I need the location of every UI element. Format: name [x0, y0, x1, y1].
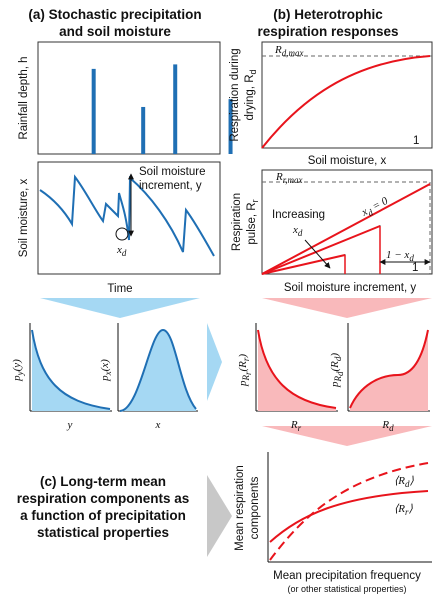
moisture-increment-label-line2: increment, y — [139, 180, 202, 192]
drying-ylabel-line1: Respiration during — [229, 48, 241, 141]
time-label: Time — [107, 283, 132, 295]
blue-chevron-down — [40, 298, 200, 318]
px-fill — [120, 330, 196, 411]
panel-a-title-line2: and soil moisture — [59, 24, 171, 39]
mean-rr-label: ⟨Rr⟩ — [394, 503, 414, 517]
rainfall-bar — [141, 106, 146, 154]
prr-curve — [257, 329, 337, 409]
gray-chevron-right — [207, 475, 232, 557]
increasing-arrow — [304, 239, 331, 269]
rdmax-label: Rd,max — [274, 44, 303, 58]
prr-x-label: Rr — [290, 419, 302, 433]
xd-label: xd — [116, 244, 127, 258]
prd-label: pRd(Rd) — [329, 353, 345, 388]
rainfall-bar — [91, 68, 96, 154]
panel-c-title-line4: statistical properties — [37, 525, 169, 540]
px-curve — [119, 328, 197, 412]
pulse-line-xd-mid — [261, 225, 381, 275]
pulse-xlabel: Soil moisture increment, y — [284, 282, 417, 294]
soil-moisture-trace — [39, 174, 215, 257]
pulse-line-xd0 — [261, 183, 431, 275]
px-x-label: x — [155, 419, 161, 431]
prd-curve — [349, 329, 429, 409]
py-fill — [32, 330, 110, 411]
drying-plot-frame — [261, 41, 433, 149]
red-chevron-down — [262, 298, 432, 318]
py-x-label: y — [67, 419, 73, 431]
moisture-increment-label-line1: Soil moisture — [139, 166, 205, 178]
py-label: py(y) — [11, 359, 25, 382]
red-chevron-down-2 — [262, 426, 432, 446]
panel-c-title-line2: respiration components as — [17, 491, 190, 506]
prd-x-label: Rd — [381, 419, 394, 433]
rainfall-bar — [228, 99, 233, 154]
increasing-label-line2: xd — [292, 224, 303, 238]
drying-one-label: 1 — [413, 135, 419, 147]
panel-c-xlabel: Mean precipitation frequency — [273, 570, 421, 582]
blue-chevron-right — [207, 323, 222, 401]
panel-c-ylabel-line1: Mean respiration — [234, 465, 246, 551]
drying-xlabel: Soil moisture, x — [308, 155, 387, 167]
xd-marker-circle — [115, 227, 129, 241]
increasing-label-line1: Increasing — [272, 209, 325, 221]
panel-c-ylabel-line2: components — [249, 476, 261, 539]
soil-moisture-ylabel: Soil moisture, x — [18, 178, 30, 257]
one-minus-xd-label: 1 − xd — [386, 249, 414, 263]
panel-a-title-line1: (a) Stochastic precipitation — [28, 7, 201, 22]
rainfall-bars — [91, 64, 233, 154]
py-curve — [31, 329, 111, 410]
rrmax-label: Rr,max — [275, 171, 302, 185]
mean-rd-curve — [269, 462, 429, 561]
panel-c-title-line1: (c) Long-term mean — [40, 474, 166, 489]
prr-fill — [258, 330, 336, 411]
panel-c-xlabel-note: (or other statistical properties) — [287, 584, 406, 594]
pulse-ylabel-line2: pulse, Rr — [246, 199, 260, 244]
pulse-ylabel-line1: Respiration — [231, 193, 243, 251]
pulse-line-xd-high — [261, 254, 346, 275]
rainfall-plot-frame — [37, 41, 221, 155]
rainfall-ylabel: Rainfall depth, h — [18, 56, 30, 139]
mean-rd-label: ⟨Rd⟩ — [394, 475, 415, 489]
panel-b-title-line1: (b) Heterotrophic — [273, 7, 383, 22]
soil-moisture-plot-frame — [37, 161, 221, 275]
drying-ylabel-line2: drying, Rd — [244, 69, 258, 120]
pulse-one-label: 1 — [412, 262, 418, 274]
px-label: px(x) — [99, 359, 113, 382]
drying-curve — [261, 55, 431, 149]
mean-rr-curve — [269, 490, 429, 543]
prr-label: pRr(Rr) — [237, 354, 253, 387]
panel-c-title-line3: a function of precipitation — [20, 508, 186, 523]
rainfall-bar — [173, 64, 178, 154]
prd-fill — [350, 330, 428, 411]
panel-b-title-line2: respiration responses — [257, 24, 398, 39]
pulse-plot-frame — [261, 169, 433, 275]
